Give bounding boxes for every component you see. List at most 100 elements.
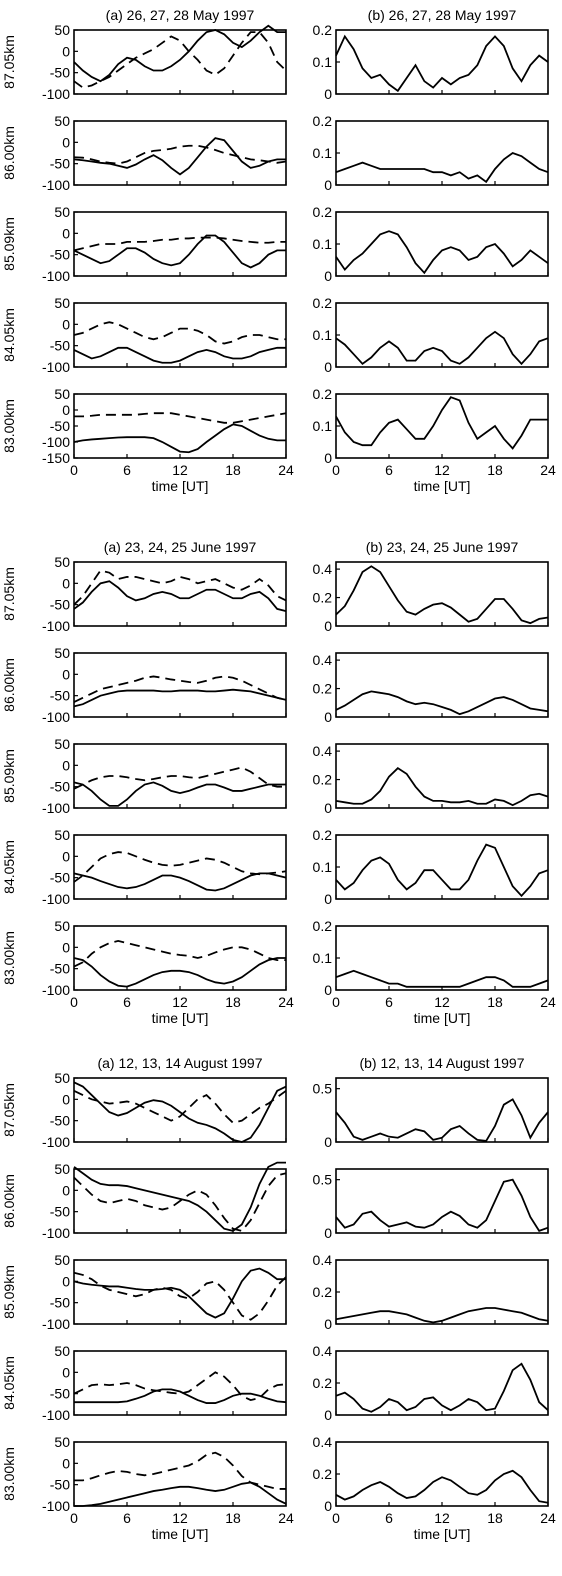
y-tick-label: 0.4 (313, 1252, 333, 1268)
y-tick-label: 0 (324, 1225, 332, 1241)
y-tick-label: 0 (324, 1407, 332, 1423)
x-tick-label: 0 (332, 1510, 340, 1526)
y-tick-label: -100 (42, 1225, 70, 1241)
y-tick-label: 50 (54, 827, 70, 843)
x-axis-label: time [UT] (152, 1526, 209, 1542)
y-tick-label: 0.5 (313, 1081, 333, 1097)
amplitude-line (335, 1362, 549, 1413)
plot-frame-a (73, 834, 287, 900)
panel-title-b: (b) 23, 24, 25 June 1997 (366, 539, 519, 555)
y-tick-label: 0.2 (313, 22, 333, 38)
amplitude-line (335, 151, 549, 184)
amplitude-line (335, 1307, 549, 1324)
y-tick-label: 0.2 (313, 1284, 333, 1300)
y-tick-label: -100 (42, 982, 70, 998)
plot-frame-a (73, 652, 287, 718)
y-tick-label: 50 (54, 1252, 70, 1268)
solid-series-line (73, 234, 286, 269)
solid-series-line (73, 346, 286, 364)
y-tick-label: -100 (42, 434, 70, 450)
altitude-label: 86.00km (1, 1174, 17, 1228)
y-tick-label: 0.5 (313, 1172, 333, 1188)
y-tick-label: 0 (62, 666, 70, 682)
altitude-label: 84.05km (1, 1356, 17, 1410)
y-tick-label: -50 (50, 338, 70, 354)
plot-frame-b (335, 211, 549, 277)
y-tick-label: -50 (50, 1204, 70, 1220)
plot-frame-b (335, 925, 549, 991)
x-tick-label: 24 (540, 1510, 556, 1526)
y-tick-label: -50 (50, 156, 70, 172)
altitude-label: 86.00km (1, 126, 17, 180)
y-tick-label: 0.1 (313, 236, 333, 252)
x-tick-label: 24 (278, 462, 294, 478)
amplitude-line (335, 767, 549, 807)
x-tick-label: 6 (123, 1510, 131, 1526)
altitude-label: 83.00km (1, 1447, 17, 1501)
solid-series-line (73, 423, 286, 454)
plot-frame-b (335, 120, 549, 186)
y-tick-label: 0 (62, 1091, 70, 1107)
dashed-series-line (73, 1089, 287, 1124)
x-tick-label: 12 (172, 1510, 188, 1526)
altitude-label: 83.00km (1, 399, 17, 453)
y-tick-label: 50 (54, 918, 70, 934)
amplitude-line (335, 230, 549, 275)
solid-series-line (74, 1388, 287, 1404)
y-tick-label: 50 (54, 736, 70, 752)
altitude-label: 85.09km (1, 1265, 17, 1319)
plot-frame-b (335, 743, 549, 809)
y-tick-label: 0.2 (313, 918, 333, 934)
y-tick-label: -100 (42, 268, 70, 284)
dashed-series-line (73, 144, 287, 165)
amplitude-line (335, 34, 549, 93)
y-tick-label: 50 (54, 1161, 70, 1177)
x-tick-label: 24 (540, 462, 556, 478)
altitude-label: 84.05km (1, 308, 17, 362)
amplitude-line (335, 396, 548, 450)
y-tick-label: 0 (62, 402, 70, 418)
y-tick-label: 0 (324, 891, 332, 907)
y-tick-label: 50 (54, 22, 70, 38)
y-tick-label: 0.4 (313, 743, 333, 759)
y-tick-label: 0 (62, 1273, 70, 1289)
y-tick-label: -50 (50, 779, 70, 795)
y-tick-label: 0.1 (313, 950, 333, 966)
y-tick-label: 50 (54, 386, 70, 402)
panel-title-a: (a) 23, 24, 25 June 1997 (104, 539, 257, 555)
y-tick-label: 0.1 (313, 418, 333, 434)
y-tick-label: 0.4 (313, 1434, 333, 1450)
x-tick-label: 6 (123, 994, 131, 1010)
amplitude-line (335, 1469, 549, 1504)
y-tick-label: 0 (324, 1134, 332, 1150)
x-tick-label: 12 (434, 462, 450, 478)
y-tick-label: 0 (62, 134, 70, 150)
dashed-series-line (73, 236, 286, 252)
y-tick-label: 0.1 (313, 859, 333, 875)
plot-frame-a (73, 393, 287, 459)
y-tick-label: 0.2 (313, 295, 333, 311)
x-tick-label: 24 (278, 1510, 294, 1526)
y-tick-label: -50 (50, 597, 70, 613)
x-tick-label: 18 (225, 994, 241, 1010)
x-tick-label: 0 (70, 994, 78, 1010)
y-tick-label: -50 (50, 65, 70, 81)
x-tick-label: 24 (278, 994, 294, 1010)
dashed-series-line (73, 1271, 287, 1321)
y-tick-label: -100 (42, 1134, 70, 1150)
y-tick-label: 0.2 (313, 1466, 333, 1482)
x-tick-label: 0 (70, 462, 78, 478)
altitude-label: 86.00km (1, 658, 17, 712)
y-tick-label: 0 (62, 575, 70, 591)
altitude-label: 85.09km (1, 217, 17, 271)
x-axis-label: time [UT] (414, 478, 471, 494)
y-tick-label: -100 (42, 359, 70, 375)
dashed-series-line (73, 851, 287, 883)
y-tick-label: 0 (324, 450, 332, 466)
y-tick-label: -50 (50, 688, 70, 704)
amplitude-line (335, 1178, 549, 1232)
altitude-label: 84.05km (1, 840, 17, 894)
x-tick-label: 12 (434, 994, 450, 1010)
y-tick-label: 0 (324, 359, 332, 375)
y-tick-label: -50 (50, 1477, 70, 1493)
